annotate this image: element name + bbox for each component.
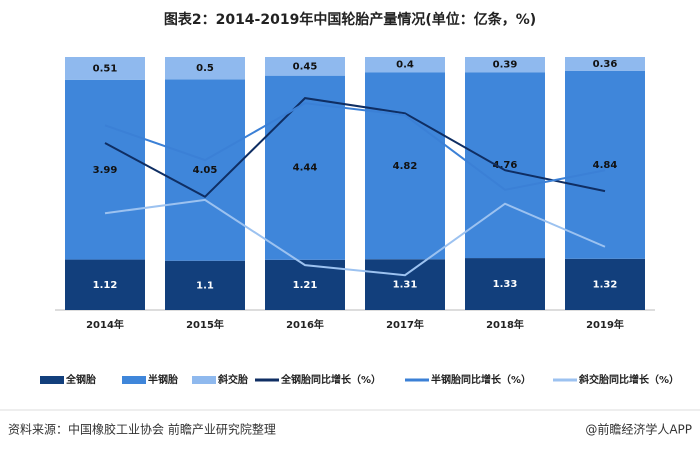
bar-segment [65,259,145,310]
line-series [104,198,606,277]
data-label: 1.12 [93,280,118,291]
bar-segment [65,57,145,80]
bar-segment [465,258,545,310]
bar-segment [65,79,145,260]
data-label: 4.44 [293,163,318,174]
data-label: 4.84 [593,160,618,171]
x-tick-label: 2018年 [486,318,524,331]
bar-segment [365,72,445,260]
bar-segment [165,57,245,80]
x-tick-label: 2019年 [586,318,624,331]
legend-label: 斜交胎同比增长（%） [578,373,679,386]
legend-label: 半钢胎同比增长（%） [431,373,531,386]
data-label: 1.21 [293,280,318,291]
bar-segment [465,57,545,73]
data-label: 4.76 [493,160,518,171]
data-label: 4.82 [393,161,418,172]
legend-swatch [40,376,64,384]
x-tick-label: 2015年 [186,318,224,331]
x-tick-label: 2016年 [286,318,324,331]
data-label: 3.99 [93,165,118,176]
data-label: 0.51 [93,63,118,74]
credit: @前瞻经济学人APP [585,422,692,437]
bar-segment [465,72,545,259]
legend-label: 半钢胎 [148,373,178,386]
line-series [104,97,606,199]
data-label: 0.45 [293,61,318,72]
line-series [104,102,606,191]
data-label: 4.05 [193,165,218,176]
legend-swatch [122,376,146,384]
bar-segment [565,57,645,71]
data-label: 1.32 [593,279,618,290]
bar-segment [365,57,445,73]
source: 资料来源：中国橡胶工业协会 前瞻产业研究院整理 [8,422,276,437]
legend-label: 斜交胎 [217,373,248,386]
legend-label: 全钢胎 [65,373,96,386]
data-label: 1.33 [493,279,518,290]
x-tick-label: 2017年 [386,318,424,331]
bar-segment [365,259,445,310]
data-label: 0.5 [196,63,214,74]
bar-segment [265,57,345,76]
bar-segment [565,258,645,310]
bar-segment [165,260,245,310]
legend-label: 全钢胎同比增长（%） [280,373,381,386]
data-label: 0.4 [396,60,414,71]
data-label: 0.36 [593,59,618,70]
chart-title: 图表2：2014-2019年中国轮胎产量情况(单位：亿条，%) [164,11,536,28]
legend-swatch [192,376,216,384]
x-tick-label: 2014年 [86,318,124,331]
data-label: 0.39 [493,60,518,71]
bar-segment [565,70,645,259]
data-label: 1.31 [393,280,418,291]
data-label: 1.1 [196,280,214,291]
